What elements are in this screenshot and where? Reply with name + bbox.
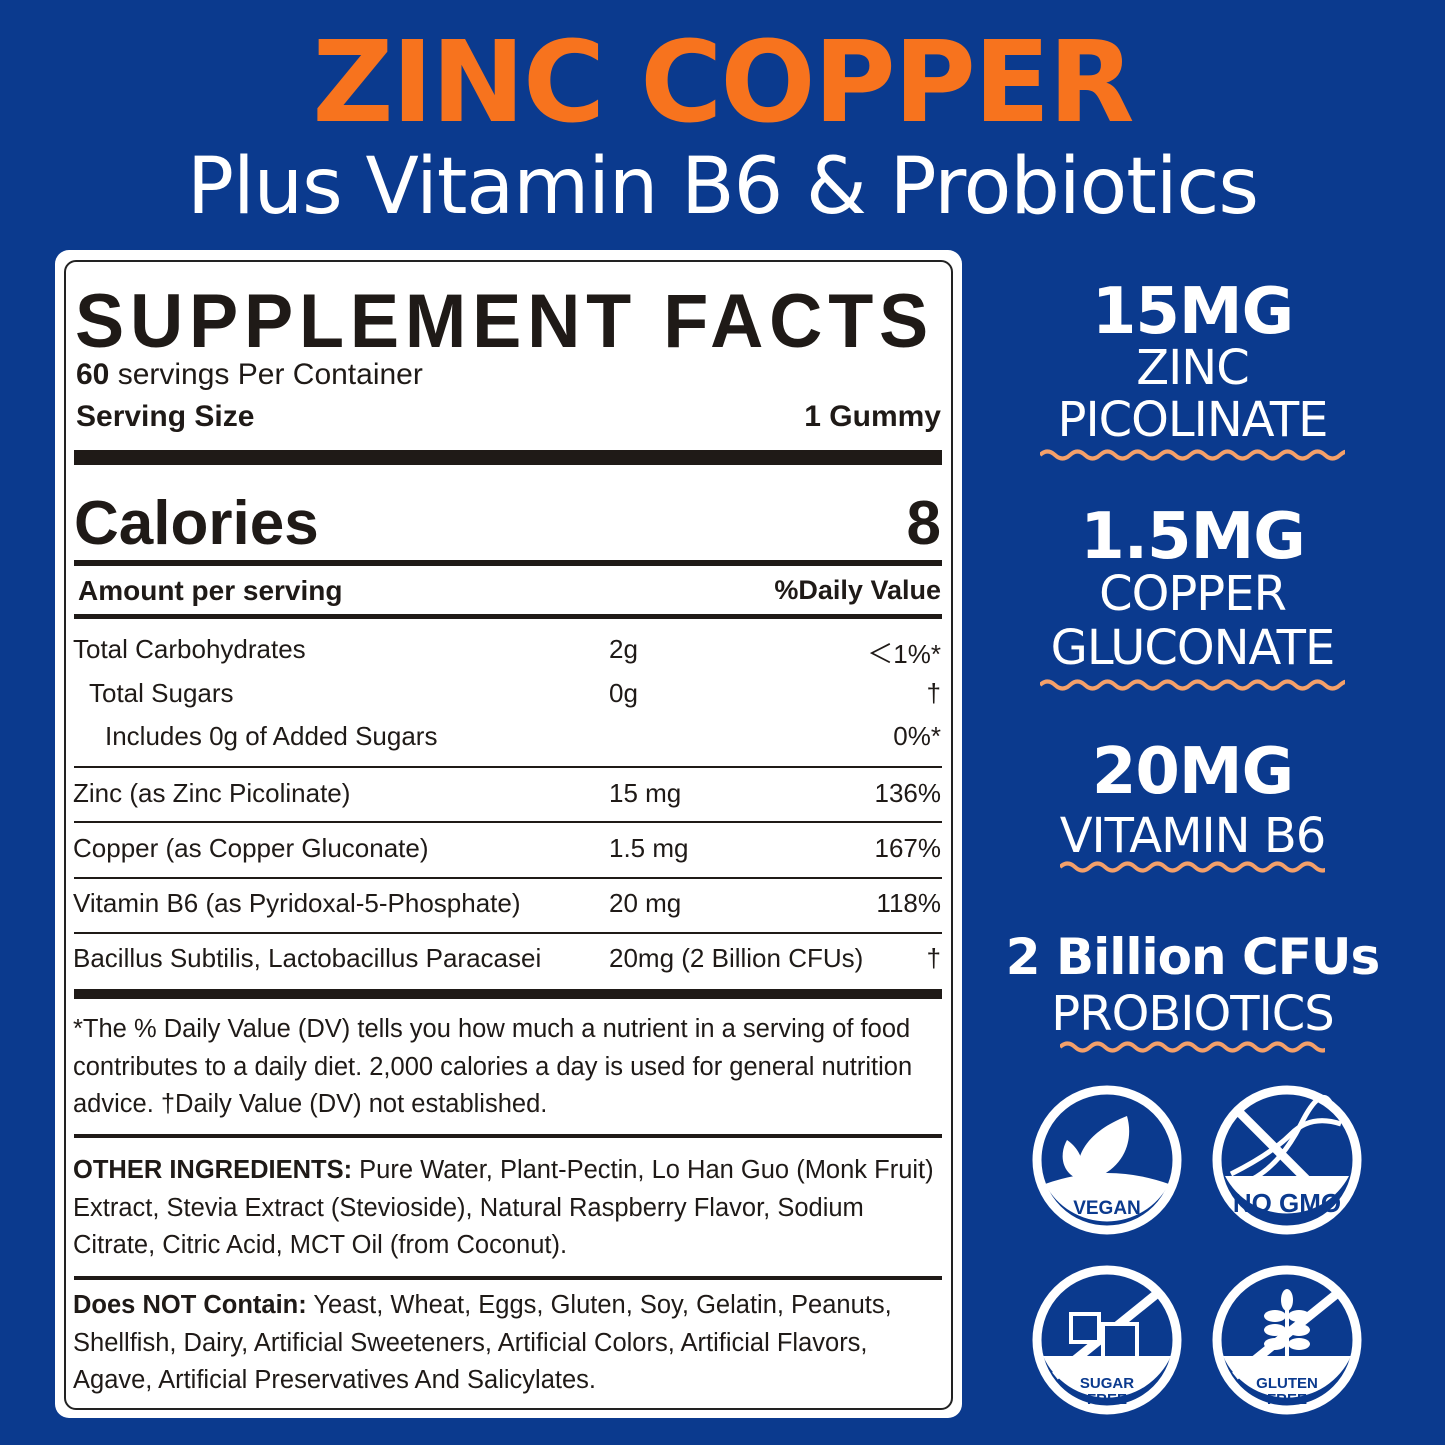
nutrient-row: Vitamin B6 (as Pyridoxal-5-Phosphate) 20 … xyxy=(73,888,941,920)
nutrient-row: Zinc (as Zinc Picolinate) 15 mg 136% xyxy=(73,778,941,810)
calories-value: 8 xyxy=(906,489,941,558)
nutrient-dv: 136% xyxy=(874,778,942,808)
copper-amount: 1.5MG xyxy=(1080,500,1306,574)
badge-label: VEGAN xyxy=(1073,1198,1141,1219)
wave-underline xyxy=(1060,1041,1325,1053)
nutrient-row: Bacillus Subtilis, Lactobacillus Paracas… xyxy=(73,943,941,975)
supplement-facts-panel xyxy=(55,250,962,1418)
divider xyxy=(74,1276,942,1280)
wave-underline xyxy=(1060,861,1325,873)
nutrient-dv: ＜1%* xyxy=(867,639,941,669)
nutrient-name: Total Carbohydrates xyxy=(73,634,306,664)
divider xyxy=(74,766,942,768)
probiotics-label: PROBIOTICS xyxy=(1051,986,1334,1042)
facts-title: SUPPLEMENT FACTS xyxy=(75,279,935,364)
nutrient-row: Includes 0g of Added Sugars 0%* xyxy=(73,721,941,753)
divider xyxy=(74,821,942,823)
divider xyxy=(74,932,942,934)
nutrient-amount: 20mg (2 Billion CFUs) xyxy=(609,943,864,973)
other-ingredients-text: Pure Water, Plant-Pectin, Lo Han Guo (Mo… xyxy=(73,1156,934,1259)
wheat-crossed-icon xyxy=(1264,1289,1310,1360)
amount-header: Amount per serving xyxy=(78,575,343,606)
nutrient-name: Vitamin B6 (as Pyridoxal-5-Phosphate) xyxy=(73,888,521,918)
nutrient-amount: 20 mg xyxy=(609,888,682,918)
servings-text: servings Per Container xyxy=(109,358,423,391)
no-gmo-badge: NO GMO xyxy=(1212,1085,1362,1235)
divider xyxy=(74,1134,942,1138)
nutrient-name: Total Sugars xyxy=(89,678,234,708)
other-ingredients-label: OTHER INGREDIENTS: xyxy=(73,1156,353,1184)
does-not-contain: Does NOT Contain: Yeast, Wheat, Eggs, Gl… xyxy=(73,1287,948,1400)
wave-underline xyxy=(1040,679,1345,691)
nutrient-dv: † xyxy=(926,943,941,973)
leaf-icon xyxy=(1062,1116,1130,1182)
divider xyxy=(74,560,942,566)
dv-header: %Daily Value xyxy=(774,575,941,605)
b6-amount: 20MG xyxy=(1091,735,1294,809)
zinc-amount: 15MG xyxy=(1091,275,1294,349)
badge-label: FREE xyxy=(1267,1391,1307,1408)
badge-label: NO GMO xyxy=(1233,1188,1341,1218)
nutrient-amount: 15 mg xyxy=(609,778,682,808)
does-not-contain-label: Does NOT Contain: xyxy=(73,1291,307,1319)
nutrient-name: Includes 0g of Added Sugars xyxy=(105,721,438,751)
nutrient-dv: † xyxy=(926,678,941,708)
sugar-free-badge: SUGAR FREE xyxy=(1032,1265,1182,1415)
sugar-cube-crossed-icon xyxy=(1069,1312,1139,1360)
servings-per-container: 60 servings Per Container xyxy=(76,358,423,392)
nutrient-amount: 1.5 mg xyxy=(609,833,689,863)
vegan-badge: VEGAN xyxy=(1032,1085,1182,1235)
calories-label: Calories xyxy=(74,489,319,558)
nutrient-name: Zinc (as Zinc Picolinate) xyxy=(73,778,351,808)
nutrient-dv: 0%* xyxy=(893,721,941,751)
wave-underline xyxy=(1040,449,1345,461)
dna-crossed-icon xyxy=(1229,1094,1342,1183)
facts-border xyxy=(64,260,953,1410)
badge-label: FREE xyxy=(1087,1391,1127,1408)
gluten-free-badge: GLUTEN FREE xyxy=(1212,1265,1362,1415)
nutrient-dv: 167% xyxy=(874,833,942,863)
nutrient-row: Copper (as Copper Gluconate) 1.5 mg 167% xyxy=(73,833,941,865)
b6-label: VITAMIN B6 xyxy=(1059,808,1327,864)
probiotics-amount: 2 Billion CFUs xyxy=(1005,928,1380,986)
nutrient-amount: 2g xyxy=(609,634,638,664)
product-title: ZINC COPPER xyxy=(312,18,1134,148)
copper-label-1: COPPER xyxy=(1099,566,1287,622)
nutrient-name: Bacillus Subtilis, Lactobacillus Paracas… xyxy=(73,943,542,973)
nutrient-name: Copper (as Copper Gluconate) xyxy=(73,833,429,863)
nutrient-amount: 0g xyxy=(609,678,638,708)
nutrient-row: Total Carbohydrates 2g ＜1%* xyxy=(73,634,941,669)
divider xyxy=(74,614,942,619)
divider xyxy=(74,450,942,465)
zinc-label-2: PICOLINATE xyxy=(1057,392,1329,448)
badge-label: SUGAR xyxy=(1080,1375,1134,1392)
serving-size-value: 1 Gummy xyxy=(804,400,941,433)
badge-label: GLUTEN xyxy=(1256,1375,1318,1392)
zinc-label-1: ZINC xyxy=(1136,340,1249,396)
product-subtitle: Plus Vitamin B6 & Probiotics xyxy=(186,142,1259,232)
nutrient-row: Total Sugars 0g † xyxy=(73,678,941,710)
footnote: *The % Daily Value (DV) tells you how mu… xyxy=(73,1015,913,1118)
divider xyxy=(74,877,942,879)
copper-label-2: GLUCONATE xyxy=(1050,620,1336,676)
servings-count: 60 xyxy=(76,358,110,391)
does-not-contain-text: Yeast, Wheat, Eggs, Gluten, Soy, Gelatin… xyxy=(73,1291,892,1394)
divider xyxy=(74,989,942,999)
nutrient-dv: 118% xyxy=(876,888,941,918)
other-ingredients: OTHER INGREDIENTS: Pure Water, Plant-Pec… xyxy=(73,1152,948,1265)
serving-size-label: Serving Size xyxy=(76,400,255,433)
